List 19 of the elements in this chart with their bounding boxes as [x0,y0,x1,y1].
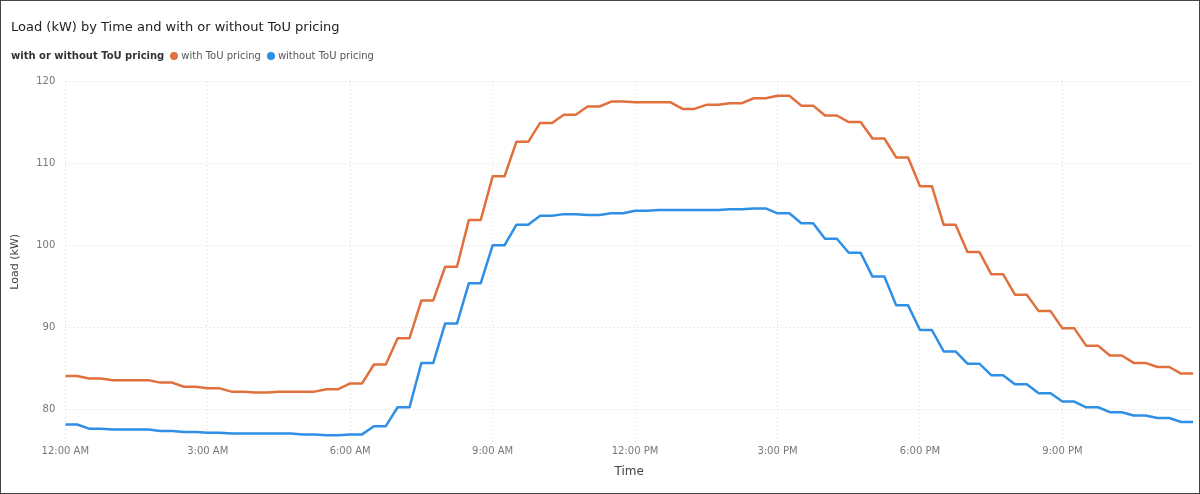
y-tick-label: 110 [36,156,56,168]
x-tick-label: 9:00 PM [1042,445,1083,457]
x-axis-title: Time [613,463,644,478]
chart-title: Load (kW) by Time and with or without ToU pricing [11,19,340,34]
y-tick-label: 80 [42,403,56,415]
x-tick-label: 3:00 AM [187,445,229,457]
x-tick-label: 9:00 AM [472,445,514,457]
x-tick-label: 6:00 AM [329,445,371,457]
legend-label: without ToU pricing [277,50,374,61]
x-tick-label: 12:00 AM [41,445,90,457]
x-tick-label: 12:00 PM [611,445,659,457]
legend-title: with or without ToU pricing [11,50,165,61]
x-tick-label: 3:00 PM [757,445,798,457]
y-axis-title: Load (kW) [8,233,22,290]
y-tick-label: 90 [42,321,56,333]
legend-label: with ToU pricing [181,50,261,61]
y-tick-label: 120 [36,74,56,86]
x-tick-label: 6:00 PM [899,445,941,457]
y-tick-label: 100 [36,238,56,250]
